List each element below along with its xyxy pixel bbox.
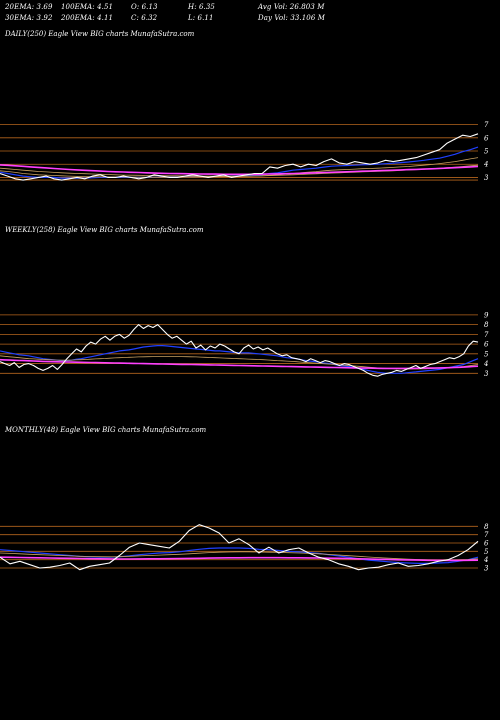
monthly-ema-slow-line (0, 556, 479, 562)
monthly-y-tick: 3 (484, 565, 489, 573)
daily-y-tick: 7 (484, 121, 489, 129)
daily-y-tick: 5 (484, 148, 489, 156)
daily-y-tick: 3 (484, 174, 489, 182)
stat-100ema: 100EMA: 4.51 (61, 3, 114, 11)
stat-high: H: 6.35 (188, 3, 215, 11)
weekly-ema-slow-line (0, 358, 479, 370)
weekly-y-tick: 9 (484, 311, 489, 319)
weekly-y-tick: 5 (484, 350, 489, 358)
monthly-y-tick: 4 (483, 556, 488, 564)
weekly-y-tick: 3 (484, 370, 489, 378)
weekly-price-line (0, 324, 479, 377)
stat-low: L: 6.11 (188, 14, 214, 22)
daily-ema-slow-line (0, 164, 479, 176)
stat-avg-vol: Avg Vol: 26.803 M (258, 3, 325, 11)
daily-panel-label: DAILY(250) Eagle View BIG charts MunafaS… (5, 30, 195, 38)
monthly-panel-label: MONTHLY(48) Eagle View BIG charts Munafa… (5, 426, 207, 434)
weekly-y-tick: 6 (484, 341, 489, 349)
monthly-y-tick: 6 (484, 540, 489, 548)
weekly-y-tick: 8 (484, 321, 489, 329)
weekly-chart: 9 8 7 65 4 3 (0, 311, 489, 378)
daily-y-tick: 4 (483, 161, 488, 169)
stat-day-vol: Day Vol: 33.106 M (258, 14, 326, 22)
daily-price-line (0, 133, 479, 181)
monthly-y-tick: 8 (484, 523, 489, 531)
weekly-ema-fast-line (0, 344, 479, 374)
daily-chart: 7 6 5 4 3 (0, 121, 489, 182)
monthly-price-line (0, 524, 479, 571)
stat-close: C: 6.32 (131, 14, 158, 22)
weekly-y-tick: 4 (483, 360, 488, 368)
weekly-y-tick: 7 (484, 331, 489, 339)
monthly-ema-mid-line (0, 551, 479, 561)
weekly-panel-label: WEEKLY(258) Eagle View BIG charts Munafa… (5, 226, 204, 234)
stat-open: O: 6.13 (131, 3, 158, 11)
monthly-y-tick: 7 (484, 531, 489, 539)
daily-y-tick: 6 (484, 134, 489, 142)
stat-30ema: 30EMA: 3.92 (5, 14, 53, 22)
stat-200ema: 200EMA: 4.11 (61, 14, 114, 22)
stat-20ema: 20EMA: 3.69 (5, 3, 53, 11)
monthly-y-tick: 5 (484, 548, 489, 556)
